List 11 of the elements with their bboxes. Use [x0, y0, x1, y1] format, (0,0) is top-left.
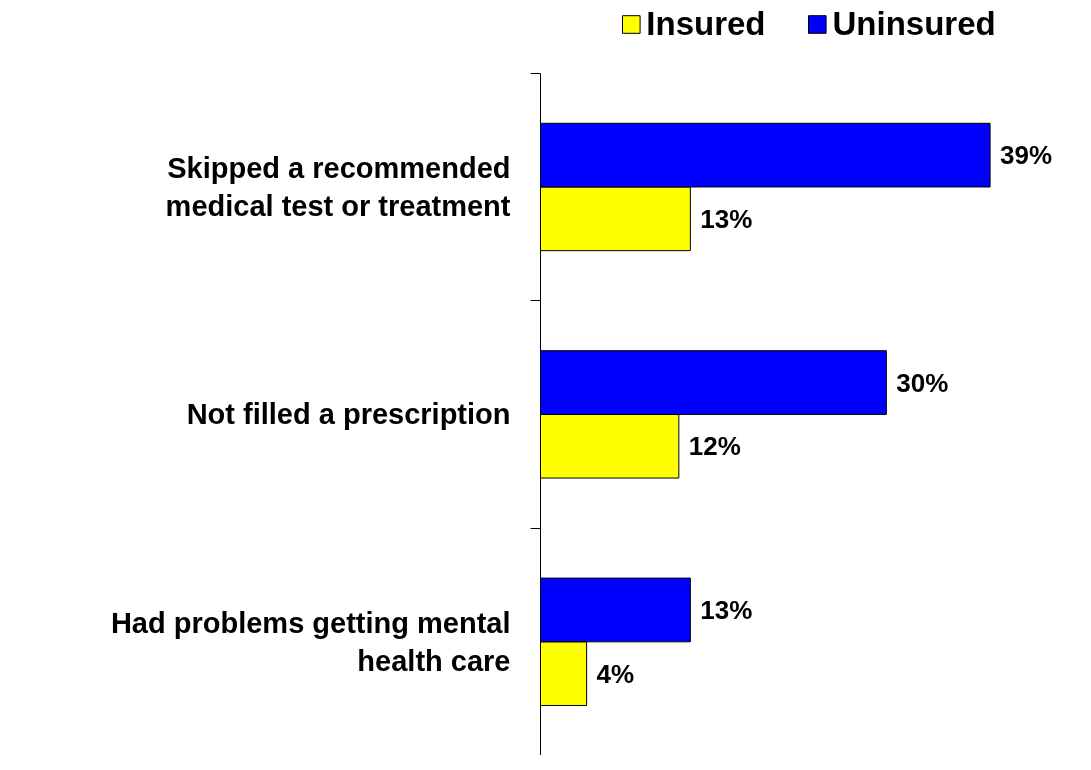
- data-label: 13%: [700, 594, 753, 625]
- data-label: 4%: [596, 658, 635, 689]
- data-label: 13%: [700, 203, 753, 234]
- legend-label: Uninsured: [832, 5, 996, 43]
- legend-label: Insured: [646, 5, 766, 43]
- data-label: 12%: [688, 431, 741, 462]
- data-label: 30%: [896, 367, 949, 398]
- y-tick-label: Had problems getting mental health care: [110, 606, 511, 677]
- y-tick-label: Not filled a prescription: [186, 398, 511, 431]
- y-tick-label: Skipped a recommended medical test or treatment: [165, 151, 511, 223]
- data-label: 39%: [1000, 140, 1053, 171]
